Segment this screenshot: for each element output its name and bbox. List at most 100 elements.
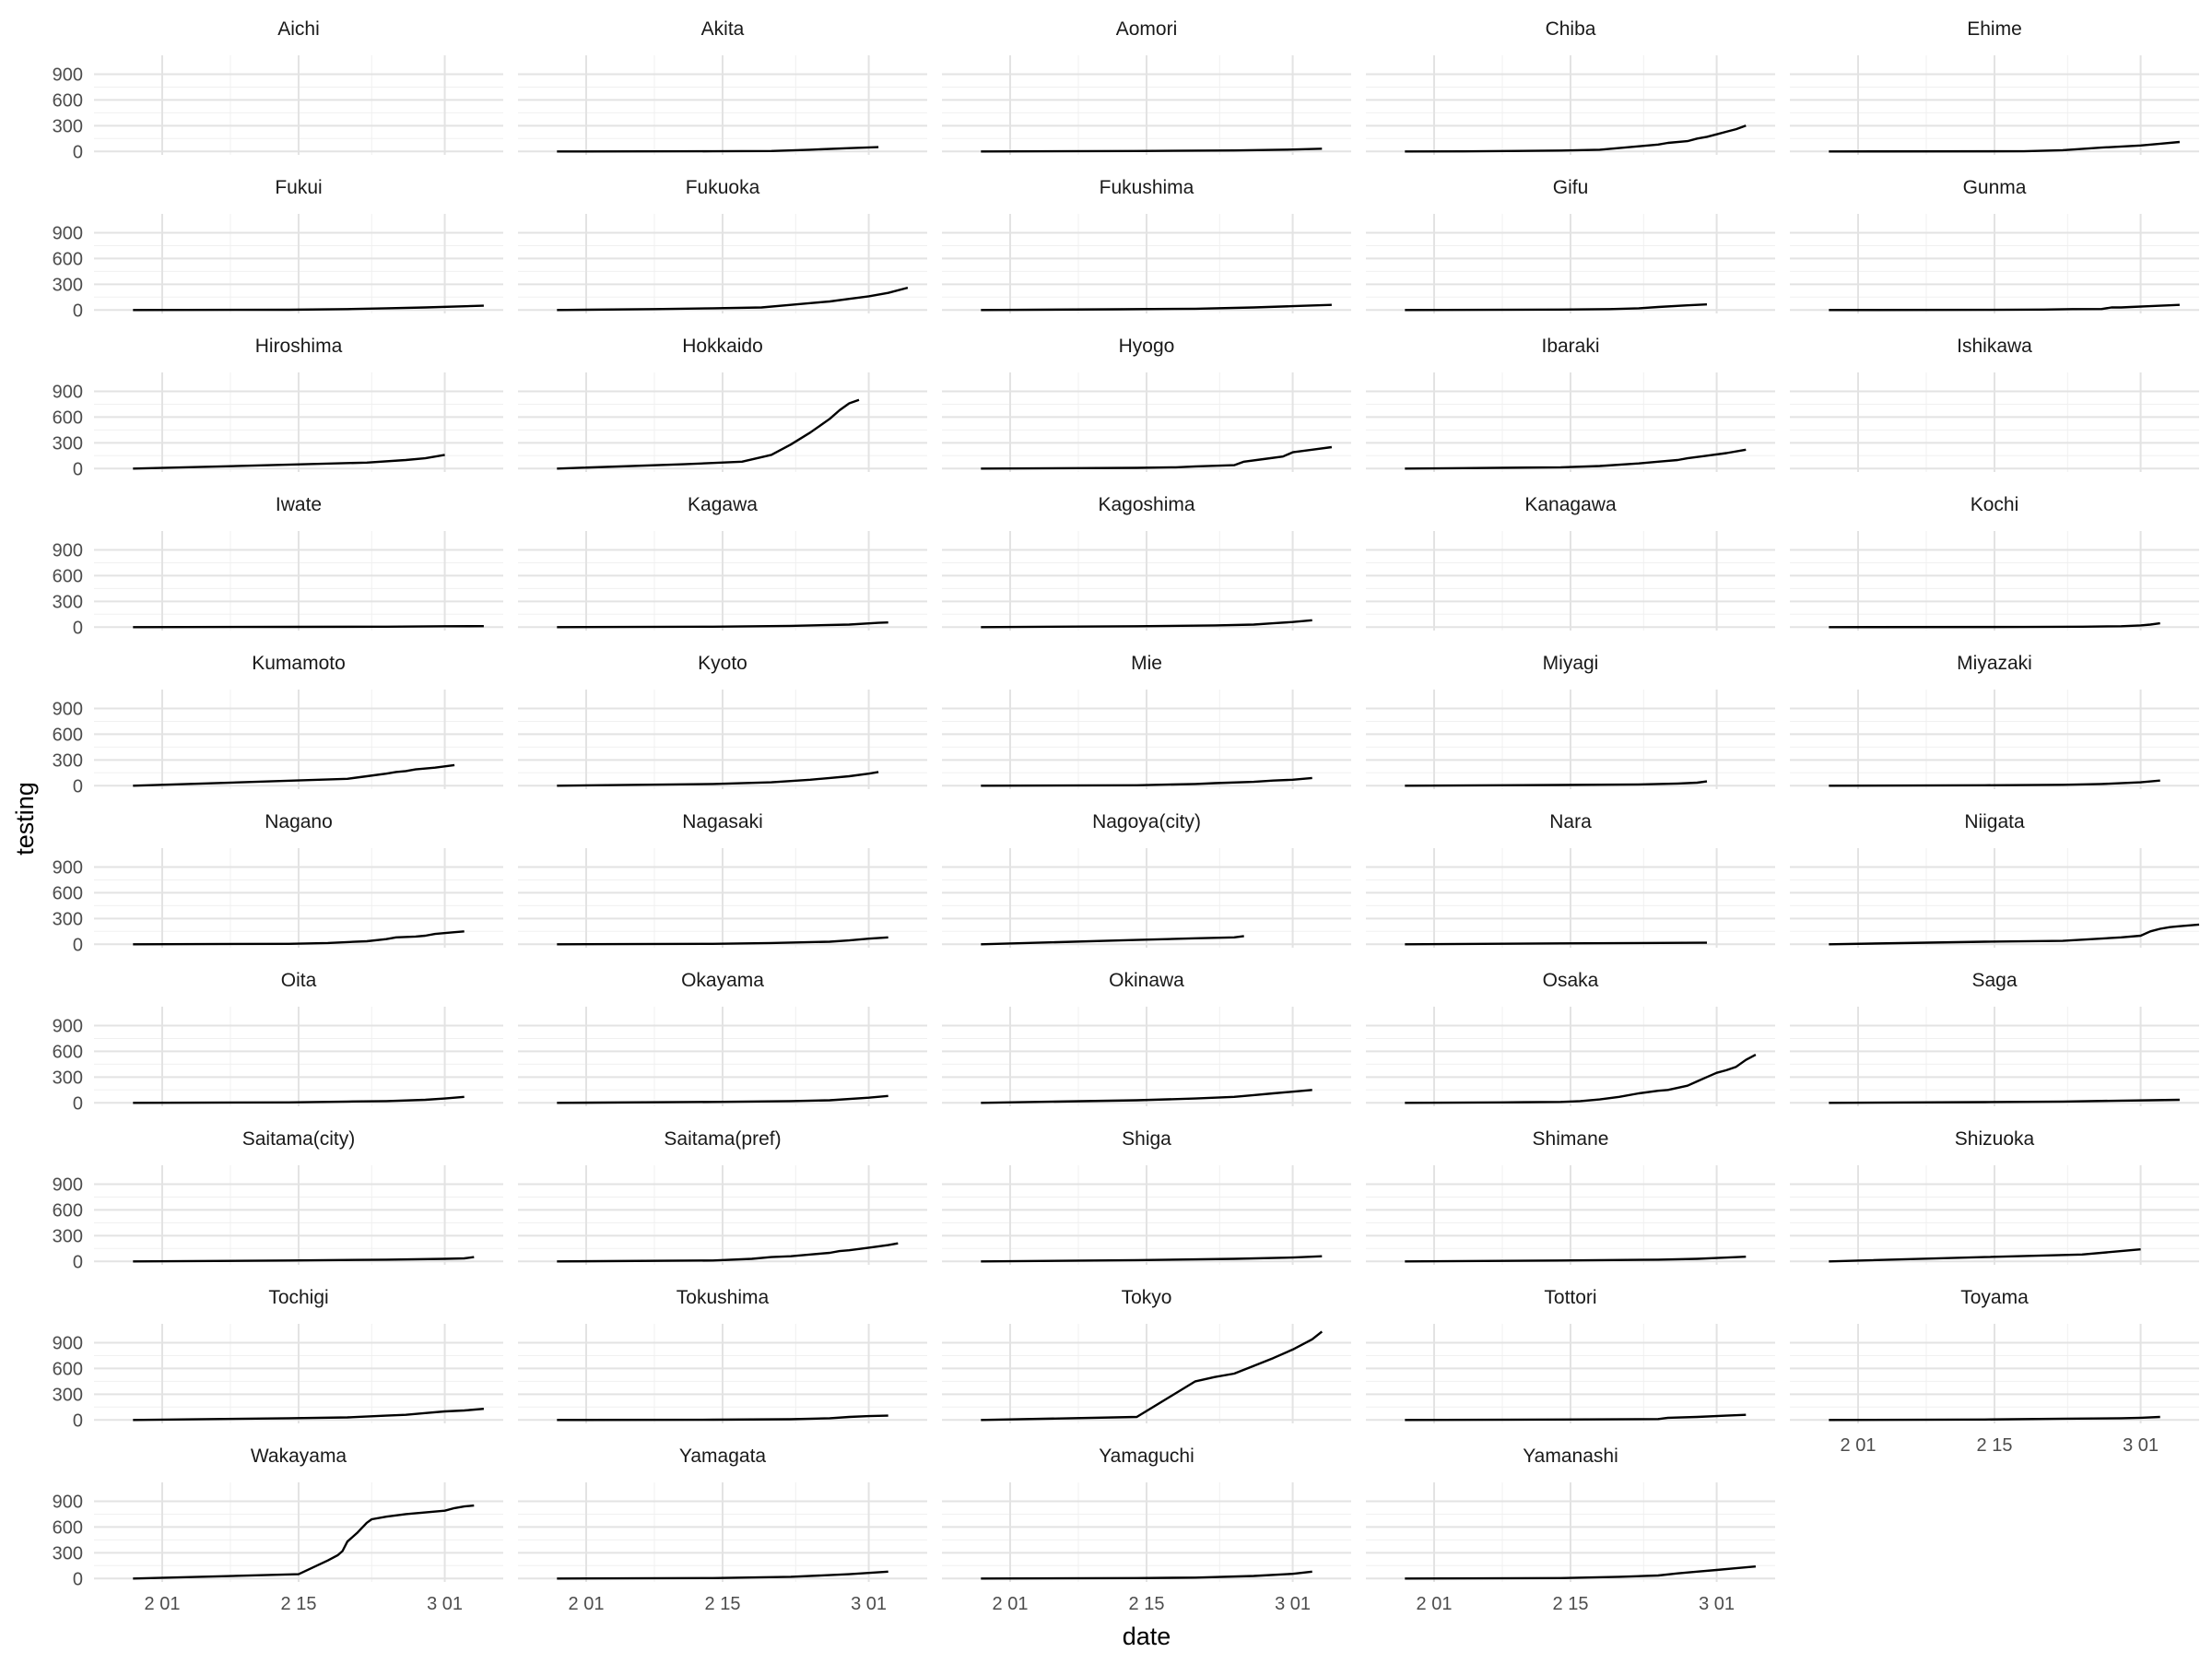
y-tick-label: 0 (73, 1569, 83, 1589)
y-tick-label: 600 (53, 1359, 83, 1379)
panel-title: Tottori (1544, 1287, 1596, 1308)
y-tick-label: 900 (53, 1016, 83, 1036)
series-line (557, 1570, 888, 1580)
y-tick-label: 900 (53, 540, 83, 561)
series-line (133, 1504, 475, 1580)
series-line (557, 146, 879, 153)
panel-title: Shimane (1533, 1128, 1609, 1150)
series-line (133, 625, 484, 629)
y-tick-label: 300 (53, 1543, 83, 1564)
x-tick-label: 2 01 (1417, 1594, 1453, 1614)
panel-title: Mie (1131, 653, 1162, 674)
y-tick-label: 900 (53, 223, 83, 243)
y-tick-label: 600 (53, 883, 83, 903)
series-line (557, 1094, 888, 1104)
series-line (1829, 1415, 2160, 1422)
panel-title: Niigata (1964, 811, 2025, 832)
series-line (1829, 923, 2200, 946)
panel-title: Saitama(city) (242, 1128, 356, 1150)
series-line (557, 398, 860, 470)
panel-title: Kagawa (688, 494, 758, 515)
panel-title: Kagoshima (1098, 494, 1194, 515)
series-line (133, 930, 465, 946)
x-tick-label: 2 15 (705, 1594, 741, 1614)
series-line (133, 1095, 465, 1104)
series-line (133, 454, 445, 470)
x-tick-label: 3 01 (1275, 1594, 1311, 1614)
y-tick-label: 900 (53, 857, 83, 878)
y-tick-label: 600 (53, 407, 83, 428)
series-line (981, 148, 1323, 153)
panel-title: Tokyo (1122, 1287, 1172, 1308)
y-tick-label: 0 (73, 459, 83, 479)
series-line (1405, 303, 1708, 312)
y-tick-label: 600 (53, 1517, 83, 1538)
series-line (1405, 124, 1747, 153)
y-tick-label: 0 (73, 935, 83, 955)
panel-title: Kumamoto (252, 653, 346, 674)
series-line (1829, 621, 2160, 629)
y-tick-label: 600 (53, 566, 83, 586)
x-tick-label: 2 15 (281, 1594, 317, 1614)
x-axis-label: date (1123, 1623, 1171, 1650)
series-line (557, 621, 888, 629)
x-tick-label: 3 01 (2123, 1435, 2159, 1456)
x-tick-label: 2 01 (993, 1594, 1029, 1614)
panel-title: Kyoto (698, 653, 747, 674)
series-line (133, 1256, 475, 1263)
series-line (981, 1330, 1324, 1422)
panel-title: Saitama(pref) (664, 1128, 781, 1150)
y-tick-label: 300 (53, 750, 83, 771)
panel-title: Tokushima (677, 1287, 770, 1308)
panel-title: Nagoya(city) (1092, 811, 1201, 832)
y-tick-label: 600 (53, 249, 83, 269)
panel-title: Osaka (1543, 970, 1599, 991)
panel-title: Tochigi (268, 1287, 328, 1308)
panel-title: Ibaraki (1541, 336, 1599, 357)
series-line (133, 304, 484, 312)
y-tick-label: 0 (73, 1410, 83, 1431)
series-line (981, 1570, 1312, 1580)
series-line (557, 1242, 899, 1263)
panel-title: Shizuoka (1955, 1128, 2035, 1150)
y-tick-label: 900 (53, 1333, 83, 1353)
y-tick-label: 900 (53, 382, 83, 402)
panel-title: Hokkaido (682, 336, 763, 357)
y-tick-label: 300 (53, 1385, 83, 1405)
y-tick-label: 300 (53, 1068, 83, 1088)
panel-title: Saga (1971, 970, 2017, 991)
y-tick-label: 0 (73, 1093, 83, 1114)
x-tick-label: 3 01 (1699, 1594, 1735, 1614)
panel-title: Iwate (276, 494, 322, 515)
y-tick-label: 300 (53, 909, 83, 929)
y-tick-label: 0 (73, 142, 83, 162)
x-tick-label: 2 15 (1553, 1594, 1589, 1614)
series-line (1405, 1565, 1757, 1580)
x-tick-label: 3 01 (851, 1594, 887, 1614)
y-tick-label: 600 (53, 1200, 83, 1221)
y-tick-label: 600 (53, 1042, 83, 1062)
series-line (981, 935, 1244, 946)
panel-title: Gifu (1553, 177, 1589, 198)
panel-title: Shiga (1122, 1128, 1171, 1150)
y-tick-label: 900 (53, 1492, 83, 1512)
series-line (133, 1408, 485, 1422)
series-line (981, 1255, 1323, 1263)
series-line (557, 1414, 888, 1422)
y-tick-label: 300 (53, 116, 83, 136)
series-line (981, 619, 1312, 629)
y-tick-label: 900 (53, 1174, 83, 1195)
series-line (1405, 448, 1747, 470)
series-line (1405, 1256, 1747, 1263)
x-tick-label: 2 01 (569, 1594, 605, 1614)
panel-title: Fukuoka (686, 177, 760, 198)
y-tick-label: 600 (53, 90, 83, 111)
series-line (1829, 779, 2160, 787)
y-axis-label: testing (11, 782, 39, 856)
panel-title: Yamagata (679, 1446, 766, 1467)
panel-title: Akita (701, 18, 745, 40)
y-tick-label: 0 (73, 301, 83, 321)
panel-title: Yamaguchi (1099, 1446, 1194, 1467)
panel-title: Okayama (681, 970, 764, 991)
